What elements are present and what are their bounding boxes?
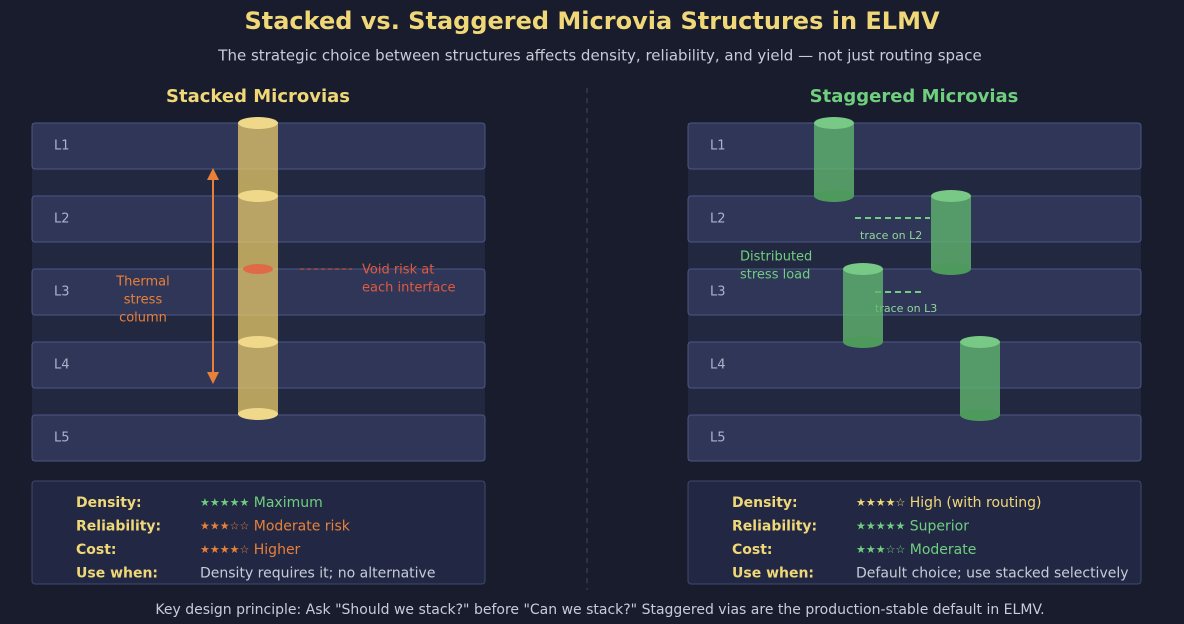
panel-heading: Stacked Microvias [166,86,350,107]
row-label: Reliability: [732,519,817,535]
row-label: Density: [76,495,142,511]
via-cap [238,408,278,420]
row-label: Cost: [732,542,773,558]
layer-label: L1 [710,139,726,154]
row-value: ★★★★☆ Higher [200,542,301,558]
via-cap [931,263,971,275]
via [843,269,883,342]
via [960,342,1000,415]
stacked-via: Thermal stress column Void risk at each … [115,117,455,420]
annotation: trace on L3 [875,302,937,315]
annotation: Thermal [115,275,170,290]
subtitle: The strategic choice between structures … [217,47,981,65]
stars: ★★★★☆ [200,543,249,556]
via-cap [843,336,883,348]
stars: ★★★★★ [856,520,905,533]
footer: Key design principle: Ask "Should we sta… [155,602,1044,618]
staggered-vias: Distributed stress load trace on L2 trac… [740,117,1000,421]
layer [687,268,1142,316]
via-cap [238,117,278,129]
row-value: Default choice; use stacked selectively [856,566,1129,582]
annotation: Distributed [740,250,812,265]
row-text: Higher [254,542,301,558]
via-cap [238,336,278,348]
row-label: Cost: [76,542,117,558]
summary-box [687,480,1142,585]
annotation: each interface [362,281,455,296]
tables: Density: ★★★★★ Maximum Reliability: ★★★☆☆ M… [31,480,1142,585]
via-cap [960,336,1000,348]
via [931,196,971,269]
stars: ★★★☆☆ [856,543,905,556]
row-text: Moderate risk [254,519,351,535]
layer-label: L5 [54,431,70,446]
row-value: ★★★★★ Maximum [200,495,323,511]
layer [687,195,1142,243]
layer-label: L2 [710,212,726,227]
void [243,264,273,274]
layer-label: L4 [710,358,726,373]
layer [687,122,1142,170]
row-text: Superior [910,519,969,535]
stars: ★★★☆☆ [200,520,249,533]
stars: ★★★★☆ [856,496,905,509]
row-label: Use when: [76,566,158,582]
layer-label: L4 [54,358,70,373]
row-text: Maximum [254,495,323,511]
via-cap [814,117,854,129]
panel-heading: Staggered Microvias [810,86,1019,107]
via-cap [960,409,1000,421]
title: Stacked vs. Staggered Microvia Structure… [244,7,939,35]
layer-label: L5 [710,431,726,446]
stars: ★★★★★ [200,496,249,509]
row-value: ★★★★★ Superior [856,519,969,535]
row-value: ★★★☆☆ Moderate risk [200,519,351,535]
annotation: Void risk at [362,263,434,278]
annotation: column [119,311,167,326]
annotation: stress load [740,268,810,283]
via-cap [238,190,278,202]
summary-box [31,480,486,585]
row-value: ★★★★☆ High (with routing) [856,495,1042,511]
row-value: Density requires it; no alternative [200,566,435,582]
layer-label: L3 [54,285,70,300]
via-cap [931,190,971,202]
layer [31,414,486,462]
layer [687,414,1142,462]
row-text: Density requires it; no alternative [200,566,435,582]
annotation: trace on L2 [860,229,922,242]
layer-label: L2 [54,212,70,227]
row-label: Density: [732,495,798,511]
row-text: High (with routing) [910,495,1042,511]
layer-label: L1 [54,139,70,154]
via-cap [843,263,883,275]
row-text: Default choice; use stacked selectively [856,566,1129,582]
via-cap [814,190,854,202]
row-value: ★★★☆☆ Moderate [856,542,976,558]
layer-label: L3 [710,285,726,300]
via [814,123,854,196]
annotation: stress [124,293,163,308]
row-text: Moderate [910,542,977,558]
row-label: Use when: [732,566,814,582]
row-label: Reliability: [76,519,161,535]
layer [687,341,1142,389]
